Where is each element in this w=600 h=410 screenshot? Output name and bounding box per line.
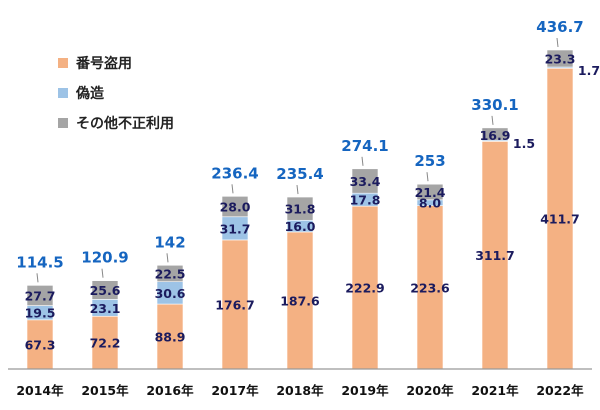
bar-segment xyxy=(351,205,379,370)
data-label: 23.1 xyxy=(90,301,121,316)
leader-line xyxy=(426,172,429,182)
data-label: 72.2 xyxy=(90,336,121,351)
total-label: 274.1 xyxy=(341,137,388,155)
x-tick-label: 2018年 xyxy=(276,383,324,398)
bar-segment xyxy=(416,183,444,201)
data-label: 21.4 xyxy=(415,185,446,200)
leader-line xyxy=(491,115,494,125)
leader-line xyxy=(556,37,559,48)
x-tick-label: 2017年 xyxy=(211,383,259,398)
data-label: 1.5 xyxy=(513,136,535,151)
bar-segment xyxy=(416,205,444,370)
total-label: 436.7 xyxy=(536,18,583,36)
total-label: 253 xyxy=(414,152,445,170)
data-label: 223.6 xyxy=(410,280,450,295)
x-tick-label: 2015年 xyxy=(81,383,129,398)
data-label: 30.6 xyxy=(155,286,186,301)
bar-segment xyxy=(221,196,249,218)
data-label: 25.6 xyxy=(90,283,121,298)
leader-line xyxy=(166,253,169,263)
bar-segment xyxy=(221,239,249,370)
x-tick-label: 2019年 xyxy=(341,383,389,398)
legend-swatch-1 xyxy=(58,88,68,98)
legend-label-1: 偽造 xyxy=(75,85,104,102)
legend-swatch-2 xyxy=(58,118,68,128)
x-tick-label: 2021年 xyxy=(471,383,519,398)
bar-segment xyxy=(546,49,574,68)
bar-segment xyxy=(91,280,119,300)
data-label: 187.6 xyxy=(280,293,320,308)
bar-segment xyxy=(156,303,184,370)
bar-segment xyxy=(481,127,509,141)
data-label: 17.8 xyxy=(350,193,381,208)
data-label: 88.9 xyxy=(155,330,186,345)
bar-segment xyxy=(26,285,54,306)
leader-line xyxy=(296,184,299,195)
total-label: 142 xyxy=(154,233,185,251)
x-tick-label: 2014年 xyxy=(16,383,64,398)
data-label: 311.7 xyxy=(475,248,515,263)
data-label: 16.9 xyxy=(480,128,511,143)
data-label: 222.9 xyxy=(345,281,385,296)
data-label: 67.3 xyxy=(25,337,56,352)
bar-segment xyxy=(481,141,509,370)
data-label: 22.5 xyxy=(155,266,186,281)
data-label: 31.8 xyxy=(285,202,316,217)
bar-segment xyxy=(156,264,184,283)
bars: 67.3 19.5 27.7 114.5 72.2 23.1 25.6 120.9 88.9 30… xyxy=(16,18,600,370)
bar-segment xyxy=(286,196,314,221)
bar-segment xyxy=(351,168,379,194)
x-tick-label: 2016年 xyxy=(146,383,194,398)
bar-segment xyxy=(546,67,574,370)
data-label: 31.7 xyxy=(220,221,251,236)
data-label: 33.4 xyxy=(350,174,381,189)
total-label: 120.9 xyxy=(81,249,128,267)
leader-line xyxy=(361,156,364,166)
data-label: 176.7 xyxy=(215,297,255,312)
total-label: 236.4 xyxy=(211,164,258,182)
x-axis-ticks: 2014年 2015年 2016年 2017年 2018年 2019年 2020年 2021年… xyxy=(16,383,584,398)
data-label: 16.0 xyxy=(285,219,316,234)
data-label: 28.0 xyxy=(220,200,251,215)
data-label: 1.7 xyxy=(578,63,600,78)
x-tick-label: 2020年 xyxy=(406,383,454,398)
leader-line xyxy=(36,273,39,283)
total-label: 235.4 xyxy=(276,165,323,183)
legend-label-2: その他不正利用 xyxy=(76,115,174,132)
leader-line xyxy=(231,184,234,194)
data-label: 411.7 xyxy=(540,212,580,227)
legend-swatch-0 xyxy=(58,58,68,68)
bar-segment xyxy=(286,231,314,370)
data-label: 8.0 xyxy=(419,196,441,211)
total-label: 114.5 xyxy=(16,253,63,271)
bar-segment xyxy=(26,319,54,370)
data-label: 27.7 xyxy=(25,288,56,303)
x-tick-label: 2022年 xyxy=(536,383,584,398)
data-label: 23.3 xyxy=(545,52,576,67)
data-label: 19.5 xyxy=(25,306,56,321)
legend-label-0: 番号盗用 xyxy=(75,55,132,72)
leader-line xyxy=(101,268,104,278)
total-label: 330.1 xyxy=(471,96,518,114)
